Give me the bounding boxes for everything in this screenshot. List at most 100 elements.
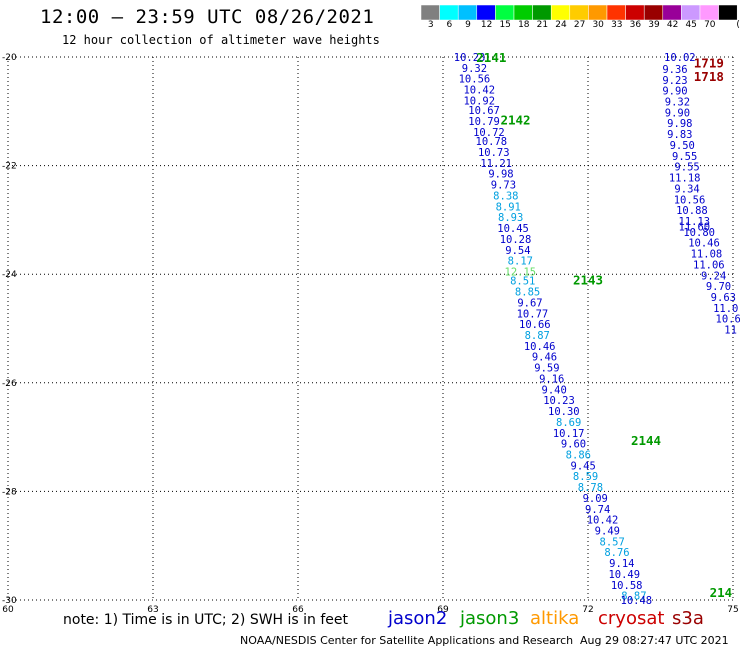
pass-number-label: 1719 <box>694 55 724 70</box>
swh-value: 10.42 <box>587 515 619 527</box>
legend-tick-label: 30 <box>592 20 604 30</box>
swh-value: 9.67 <box>517 297 542 309</box>
swh-value: 8.78 <box>578 482 603 494</box>
swh-value: 10.77 <box>517 308 549 320</box>
swh-value: 11 <box>724 325 737 337</box>
swh-value: 10.46 <box>524 341 556 353</box>
chart-subtitle: 12 hour collection of altimeter wave hei… <box>62 33 380 47</box>
swh-value: 11.13 <box>679 216 711 228</box>
swh-value: 11.60 <box>679 221 711 233</box>
legend-tick-label: 45 <box>685 20 697 30</box>
swh-value: 10.02 <box>664 52 696 64</box>
credit-line: NOAA/NESDIS Center for Satellite Applica… <box>240 634 574 647</box>
generation-timestamp: Aug 29 08:27:47 UTC 2021 <box>580 634 729 647</box>
legend-tick-label: 42 <box>666 20 679 30</box>
y-tick-label: -30 <box>2 596 17 606</box>
y-tick-label: -24 <box>2 270 17 280</box>
y-tick-label: -22 <box>2 162 17 172</box>
swh-value: 10.88 <box>676 205 708 217</box>
satellite-label-jason3: jason3 <box>460 608 520 629</box>
swh-value: 9.34 <box>674 183 699 195</box>
pass-number-label: 2142 <box>500 112 530 127</box>
legend-tick-label: 36 <box>629 20 642 30</box>
swh-value: 10.92 <box>463 95 495 107</box>
swh-value: 9.63 <box>711 292 736 304</box>
y-tick-label: -20 <box>2 53 17 63</box>
satellite-label-altika: altika <box>530 608 580 629</box>
pass-number-label: 2141 <box>476 50 506 65</box>
swh-value: 10.80 <box>683 227 715 239</box>
swh-value: 9.55 <box>672 151 697 163</box>
swh-value: 8.59 <box>573 471 598 483</box>
x-tick-label: 63 <box>147 605 158 615</box>
legend-tick-label: 12 <box>480 20 493 30</box>
swh-value: 10.30 <box>548 406 580 418</box>
swh-value: 11.18 <box>669 173 701 185</box>
legend-tick-label: 9 <box>465 20 471 30</box>
swh-value: 9.73 <box>491 180 516 192</box>
footer-note: note: 1) Time is in UTC; 2) SWH is in fe… <box>63 612 349 628</box>
pass-number-label: 1718 <box>694 69 724 84</box>
swh-value: 10.6 <box>716 314 740 326</box>
swh-value: 9.59 <box>534 363 559 375</box>
swh-value: 9.09 <box>583 493 608 505</box>
swh-value: 11.08 <box>691 249 723 261</box>
swh-value: 9.74 <box>585 504 610 516</box>
swh-value: 8.91 <box>496 201 521 213</box>
swh-value: 8.51 <box>510 276 535 288</box>
legend-tick-label: 39 <box>648 20 660 30</box>
swh-value: 9.98 <box>667 118 692 130</box>
swh-value: 11.0 <box>713 303 738 315</box>
swh-value: 9.90 <box>662 86 687 98</box>
swh-value: 10.48 <box>621 595 653 607</box>
swh-value: 12.15 <box>505 266 537 278</box>
y-tick-label: -26 <box>2 379 17 389</box>
color-scale-legend <box>421 5 738 20</box>
satellite-label-cryosat: cryosat <box>598 608 665 629</box>
swh-value: 9.60 <box>561 439 586 451</box>
x-tick-label: 66 <box>292 605 304 615</box>
swh-value: 9.90 <box>665 107 690 119</box>
x-tick-label: 75 <box>727 605 738 615</box>
swh-value: 9.24 <box>701 270 726 282</box>
swh-value: 10.17 <box>553 428 585 440</box>
swh-value: 10.58 <box>611 580 643 592</box>
swh-value: 10.72 <box>473 127 505 139</box>
swh-value: 8.87 <box>525 330 550 342</box>
pass-number-label: 214 <box>710 585 733 600</box>
chart-title: 12:00 – 23:59 UTC 08/26/2021 <box>40 6 375 28</box>
legend-swatch <box>718 5 738 20</box>
swh-value: 8.69 <box>556 417 581 429</box>
swh-value: 11.21 <box>480 158 512 170</box>
legend-tick-label: 3 <box>427 20 434 30</box>
swh-value: 9.36 <box>662 64 687 76</box>
swh-value: 9.32 <box>665 97 690 109</box>
swh-value: 10.23 <box>543 395 575 407</box>
x-tick-label: 72 <box>582 605 593 615</box>
satellite-label-jason2: jason2 <box>388 608 448 629</box>
swh-value: 10.73 <box>478 147 510 159</box>
legend-tick-label: 6 <box>446 20 453 30</box>
swh-value: 9.70 <box>706 281 731 293</box>
swh-value: 8.57 <box>600 536 625 548</box>
legend-tick-label: 18 <box>518 20 530 30</box>
swh-value: 9.54 <box>505 245 530 257</box>
swh-value: 10.42 <box>463 85 495 97</box>
swh-value: 9.32 <box>462 63 487 75</box>
swh-value: 8.87 <box>621 591 646 603</box>
legend-tick-label: 15 <box>499 20 511 30</box>
pass-number-label: 2143 <box>573 273 603 288</box>
swh-value: 8.86 <box>566 449 591 461</box>
swh-value: 8.17 <box>508 256 533 268</box>
swh-value: 10.66 <box>519 319 551 331</box>
swh-value: 9.49 <box>595 525 620 537</box>
y-tick-label: -28 <box>2 487 17 497</box>
swh-value: 10.28 <box>500 234 532 246</box>
swh-value: 9.50 <box>670 140 695 152</box>
legend-tick-label: 27 <box>573 20 586 30</box>
satellite-label-s3a: s3a <box>672 608 704 629</box>
swh-value: 10.45 <box>497 223 529 235</box>
swh-value: 9.46 <box>532 352 557 364</box>
legend-tick-label: 70 <box>704 20 716 30</box>
